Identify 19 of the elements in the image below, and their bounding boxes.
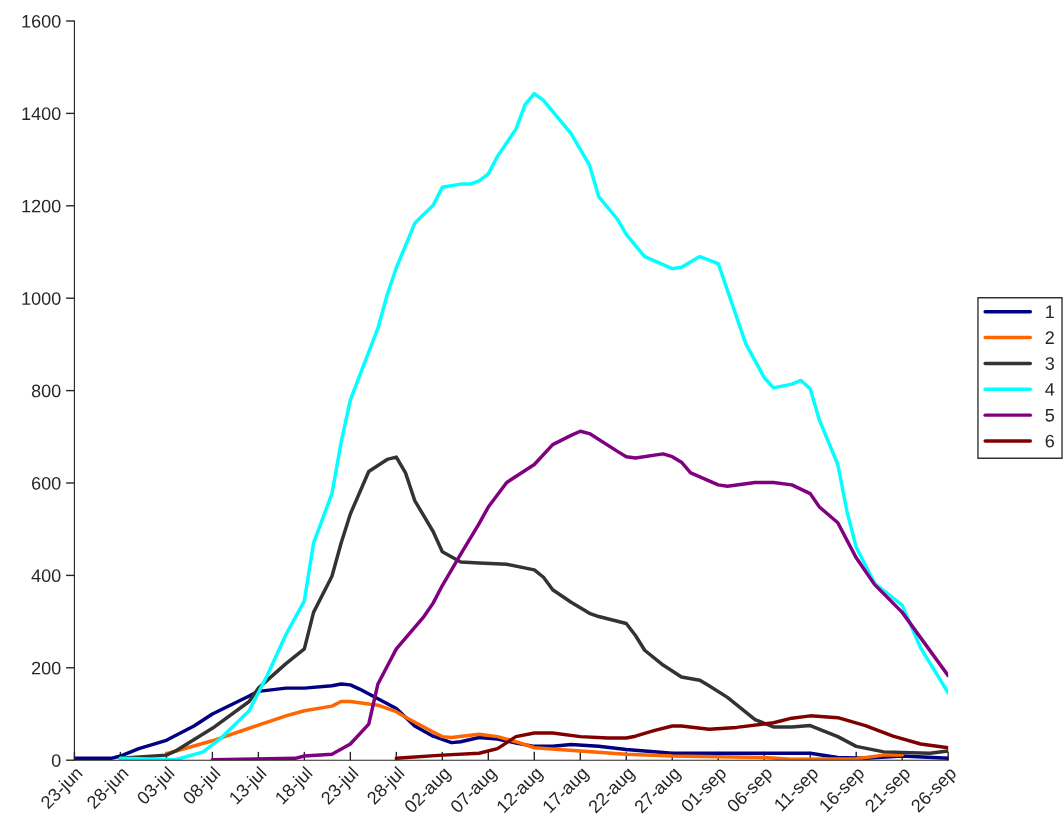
y-tick-label: 200 xyxy=(32,661,61,675)
legend-label: 4 xyxy=(1045,383,1055,396)
y-tick-label: 0 xyxy=(51,754,61,767)
line-series xyxy=(394,714,949,761)
y-tick-label: 1600 xyxy=(22,14,61,28)
y-tick-label: 1400 xyxy=(22,107,61,121)
legend-label: 6 xyxy=(1045,434,1055,448)
legend-label: 3 xyxy=(1045,357,1055,370)
line-series xyxy=(164,699,904,761)
line-series xyxy=(118,91,949,761)
y-tick-label: 1200 xyxy=(22,199,61,213)
y-tick-label: 1000 xyxy=(22,292,61,305)
legend-label: 2 xyxy=(1045,331,1054,344)
legend-label: 5 xyxy=(1045,409,1055,422)
y-tick-label: 800 xyxy=(31,384,61,398)
line-series xyxy=(210,429,949,761)
y-tick-label: 600 xyxy=(32,476,61,490)
legend-label: 1 xyxy=(1046,305,1054,319)
y-tick-label: 400 xyxy=(31,569,61,583)
